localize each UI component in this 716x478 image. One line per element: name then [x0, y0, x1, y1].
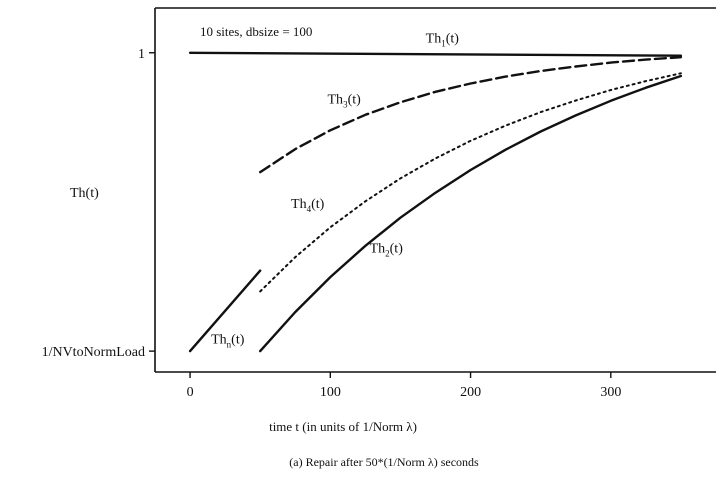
x-tick-label: 200 — [460, 385, 481, 400]
series-line-thn — [188, 269, 262, 353]
series-line-th3 — [259, 56, 683, 174]
curve-label-th2: Th2(t) — [370, 242, 404, 259]
x-axis-label: time t (in units of 1/Norm λ) — [269, 419, 417, 434]
curve-label-th3: Th3(t) — [328, 92, 362, 109]
x-tick-label: 300 — [600, 385, 621, 400]
curve-labels: Th1(t) Th2(t) Th3(t) Th4(t) Thn(t) — [211, 31, 459, 349]
x-tick-label: 0 — [187, 385, 194, 400]
curve-label-th1: Th1(t) — [426, 31, 460, 48]
series-layer — [188, 51, 683, 353]
series-line-th1 — [188, 51, 683, 57]
y-axis-label: Th(t) — [70, 186, 99, 201]
curve-label-th4: Th4(t) — [291, 197, 325, 214]
series-line-th4 — [259, 72, 682, 293]
series-line-th2 — [259, 74, 683, 353]
y-tick-label: 1 — [138, 47, 145, 62]
y-tick-label: 1/NVtoNormLoad — [42, 345, 145, 360]
figure-caption: (a) Repair after 50*(1/Norm λ) seconds — [289, 455, 479, 469]
x-tick-label: 100 — [320, 385, 341, 400]
axes: 1 1/NVtoNormLoad 0 100 200 300 — [42, 7, 716, 400]
curve-label-thn: Thn(t) — [211, 333, 245, 350]
chart-annotation: 10 sites, dbsize = 100 — [200, 24, 312, 39]
